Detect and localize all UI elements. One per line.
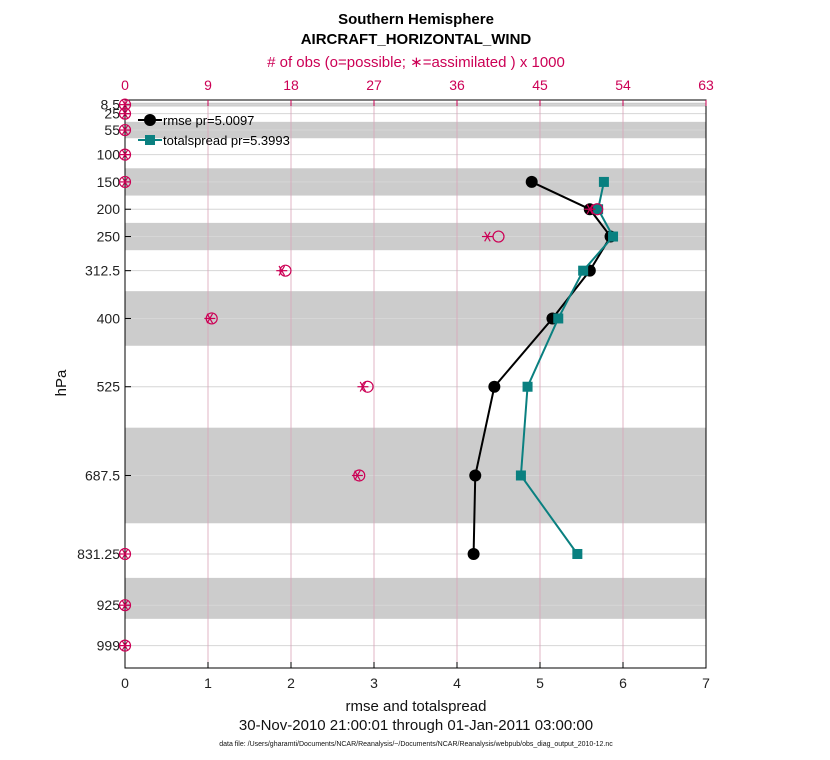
series-point bbox=[593, 204, 604, 215]
x-tick-label: 3 bbox=[370, 675, 378, 691]
x-tick-label: 7 bbox=[702, 675, 710, 691]
y-tick-label: 25 bbox=[104, 106, 120, 122]
series-point bbox=[488, 380, 501, 393]
legend-swatch-marker bbox=[144, 114, 156, 126]
top-x-tick-label: 36 bbox=[449, 77, 465, 93]
grid-lines bbox=[125, 100, 706, 668]
obs-assimilated-marker bbox=[119, 108, 131, 119]
y-tick-label: 250 bbox=[97, 229, 121, 245]
obs-assimilated-marker bbox=[119, 176, 131, 187]
x-tick-label: 6 bbox=[619, 675, 627, 691]
y-tick-label: 200 bbox=[97, 201, 121, 217]
chart-title: Southern Hemisphere bbox=[338, 11, 494, 28]
time-range: 30-Nov-2010 21:00:01 through 01-Jan-2011… bbox=[239, 717, 593, 734]
y-tick-label: 925 bbox=[97, 597, 121, 613]
top-x-tick-label: 27 bbox=[366, 77, 382, 93]
chart-subtitle: AIRCRAFT_HORIZONTAL_WIND bbox=[301, 31, 532, 48]
series-point bbox=[525, 175, 538, 188]
top-x-tick-label: 63 bbox=[698, 77, 714, 93]
series-point bbox=[467, 547, 480, 560]
y-axis-label: hPa bbox=[53, 369, 70, 396]
obs-star-stroke bbox=[586, 204, 594, 215]
x-tick-label: 2 bbox=[287, 675, 295, 691]
series-point bbox=[553, 313, 564, 324]
axis-ticks: 0 1 2 3 4 5 6 70 9 18 27 36 45 54 638.5255510015020025… bbox=[77, 77, 714, 691]
y-tick-label: 687.5 bbox=[85, 467, 120, 483]
footnote: data file: /Users/gharamti/Documents/NCA… bbox=[219, 741, 613, 748]
obs-assimilated-marker bbox=[351, 470, 363, 481]
top-x-tick-label: 54 bbox=[615, 77, 631, 93]
series-point bbox=[608, 231, 619, 242]
x-tick-label: 1 bbox=[204, 675, 212, 691]
x-tick-label: 0 bbox=[121, 675, 129, 691]
y-tick-label: 999 bbox=[97, 638, 121, 654]
obs-star-stroke bbox=[206, 313, 214, 324]
obs-assimilated-marker bbox=[276, 265, 288, 276]
obs-star-stroke bbox=[121, 600, 129, 611]
obs-star-stroke bbox=[121, 149, 129, 160]
series-point bbox=[578, 265, 589, 276]
obs-star-stroke bbox=[121, 176, 129, 187]
legend: rmse pr=5.0097 totalspread pr=5.3993 bbox=[138, 113, 290, 148]
x-axis-label: rmse and totalspread bbox=[346, 698, 487, 715]
y-tick-label: 8.5 bbox=[101, 97, 121, 113]
x-tick-label: 5 bbox=[536, 675, 544, 691]
obs-assimilated-marker bbox=[481, 231, 493, 242]
obs-possible-marker bbox=[492, 230, 505, 243]
y-tick-label: 831.25 bbox=[77, 546, 120, 562]
obs-star-stroke bbox=[484, 231, 491, 242]
obs-assimilated-marker bbox=[584, 204, 596, 215]
obs-assimilated-marker bbox=[119, 99, 131, 110]
legend-entry: rmse pr=5.0097 bbox=[163, 113, 254, 128]
y-tick-label: 150 bbox=[97, 174, 121, 190]
obs-assimilated-marker bbox=[119, 600, 131, 611]
obs-assimilated-marker bbox=[204, 313, 216, 324]
shaded-layers bbox=[125, 102, 706, 619]
obs-assimilated-marker bbox=[119, 640, 131, 651]
obs-star-stroke bbox=[121, 548, 129, 560]
top-x-tick-label: 9 bbox=[204, 77, 212, 93]
series-point bbox=[522, 381, 533, 392]
top-x-tick-label: 0 bbox=[121, 77, 129, 93]
series-point bbox=[572, 548, 583, 559]
y-tick-label: 100 bbox=[97, 147, 121, 163]
plot-frame bbox=[124, 99, 707, 669]
y-tick-label: 400 bbox=[97, 310, 121, 326]
top-x-tick-label: 45 bbox=[532, 77, 548, 93]
obs-star-stroke bbox=[121, 124, 129, 136]
x-tick-label: 4 bbox=[453, 675, 461, 691]
obs-star-stroke bbox=[278, 265, 286, 276]
obs-star-stroke bbox=[121, 99, 129, 110]
obs-assimilated-marker bbox=[119, 124, 131, 136]
top-x-tick-label: 18 bbox=[283, 77, 299, 93]
obs-assimilated-marker bbox=[119, 149, 131, 160]
y-tick-label: 525 bbox=[97, 379, 121, 395]
shaded-layer bbox=[125, 577, 706, 619]
obs-star-stroke bbox=[354, 470, 361, 481]
legend-swatch-marker bbox=[145, 135, 155, 145]
obs-star-stroke bbox=[359, 381, 367, 392]
legend-entry: totalspread pr=5.3993 bbox=[163, 133, 290, 148]
obs-star-stroke bbox=[121, 108, 129, 119]
series-point bbox=[598, 176, 609, 187]
y-tick-label: 55 bbox=[104, 122, 120, 138]
series-point bbox=[469, 469, 482, 482]
obs-star-stroke bbox=[121, 640, 129, 651]
top-axis-label: # of obs (o=possible; ∗=assimilated ) x … bbox=[267, 54, 565, 71]
y-tick-label: 312.5 bbox=[85, 263, 120, 279]
series-point bbox=[515, 470, 526, 481]
observation-counts bbox=[118, 98, 604, 652]
obs-assimilated-marker bbox=[119, 548, 131, 560]
obs-assimilated-marker bbox=[357, 381, 369, 392]
